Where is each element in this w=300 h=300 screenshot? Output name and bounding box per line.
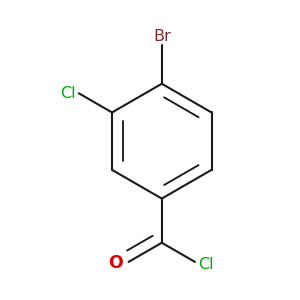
Text: O: O: [108, 254, 123, 272]
Text: Cl: Cl: [60, 86, 76, 101]
Text: Br: Br: [153, 29, 171, 44]
Text: Cl: Cl: [198, 257, 214, 272]
